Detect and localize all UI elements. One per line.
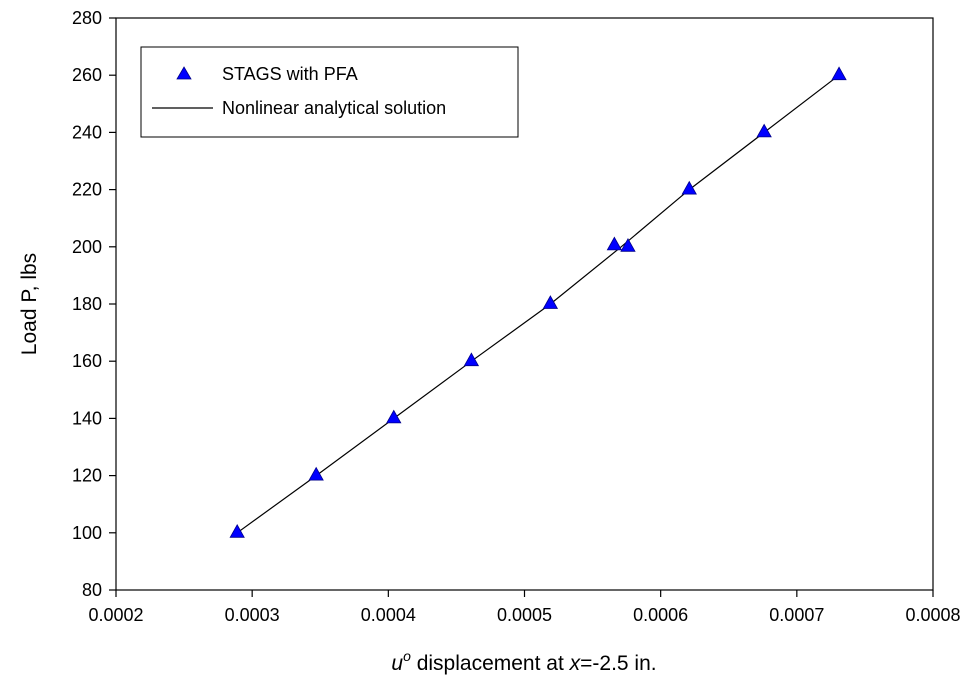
y-tick-label: 280 bbox=[72, 8, 102, 28]
y-axis-title: Load P, lbs bbox=[18, 253, 41, 355]
data-point-triangle bbox=[831, 66, 847, 81]
y-tick-label: 120 bbox=[72, 466, 102, 486]
y-axis-ticks: 80 100 120 140 160 180 200 220 240 260 280 bbox=[72, 8, 116, 600]
data-point-triangle bbox=[681, 180, 697, 195]
y-tick-label: 160 bbox=[72, 351, 102, 371]
y-tick-label: 200 bbox=[72, 237, 102, 257]
data-point-triangle bbox=[542, 295, 559, 309]
legend-label-stags: STAGS with PFA bbox=[222, 64, 358, 84]
data-point-triangle bbox=[620, 237, 636, 252]
data-point-triangle bbox=[386, 409, 402, 424]
y-tick-label: 180 bbox=[72, 294, 102, 314]
data-point-triangle bbox=[756, 123, 772, 138]
x-tick-label: 0.0003 bbox=[225, 605, 280, 625]
x-tick-label: 0.0008 bbox=[905, 605, 960, 625]
y-tick-label: 260 bbox=[72, 65, 102, 85]
x-tick-label: 0.0006 bbox=[633, 605, 688, 625]
x-tick-label: 0.0004 bbox=[361, 605, 416, 625]
x-tick-label: 0.0007 bbox=[769, 605, 824, 625]
data-point-triangle bbox=[606, 236, 623, 251]
x-axis-title: uo displacement at x=-2.5 in. bbox=[391, 648, 656, 675]
x-axis-title-sup: o bbox=[403, 648, 411, 664]
data-point-triangle bbox=[229, 523, 245, 538]
x-tick-label: 0.0002 bbox=[88, 605, 143, 625]
legend-triangle-marker bbox=[176, 66, 192, 80]
y-tick-label: 140 bbox=[72, 408, 102, 428]
legend-box bbox=[140, 46, 519, 138]
legend: STAGS with PFA Nonlinear analytical solu… bbox=[140, 46, 519, 138]
x-axis-title-mid: displacement at bbox=[411, 652, 570, 675]
x-axis-title-var2: x bbox=[569, 652, 582, 675]
x-axis-title-tail: =-2.5 in. bbox=[580, 652, 656, 675]
x-axis-ticks: 0.0002 0.0003 0.0004 0.0005 0.0006 0.0007 0.00… bbox=[88, 590, 961, 625]
analytical-solution-line bbox=[236, 74, 840, 534]
y-tick-label: 100 bbox=[72, 523, 102, 543]
x-axis-title-var: u bbox=[391, 652, 403, 675]
legend-label-analytical: Nonlinear analytical solution bbox=[222, 98, 446, 118]
data-point-triangle bbox=[463, 352, 480, 367]
y-tick-label: 220 bbox=[72, 180, 102, 200]
data-point-triangle bbox=[308, 466, 324, 481]
y-tick-label: 80 bbox=[82, 580, 102, 600]
y-tick-label: 240 bbox=[72, 122, 102, 142]
stags-pfa-markers bbox=[229, 66, 847, 538]
x-tick-label: 0.0005 bbox=[497, 605, 552, 625]
